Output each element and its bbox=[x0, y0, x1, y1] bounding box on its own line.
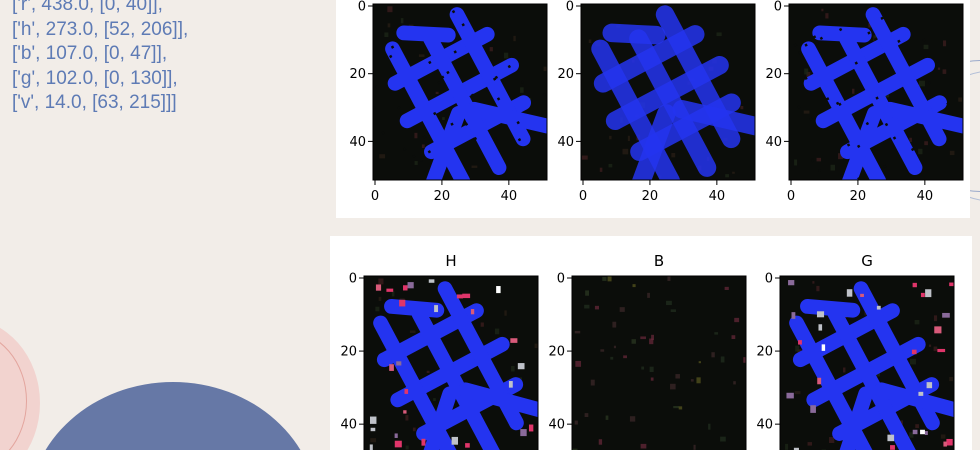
image-frame bbox=[363, 275, 539, 450]
image-frame bbox=[571, 275, 747, 450]
code-line: ['v', 14.0, [63, 215]]] bbox=[12, 92, 177, 114]
subplot-title: B bbox=[654, 252, 664, 270]
y-tick-label: 0 bbox=[774, 0, 782, 15]
x-tick-label: 40 bbox=[501, 189, 518, 204]
x-tick-label: 20 bbox=[642, 189, 659, 204]
y-tick-label: 40 bbox=[548, 418, 565, 433]
image-subplot: H 0 20 40 bbox=[340, 252, 539, 450]
top-figure: 0 20 40 0 20 40 0 20 40 0 20 40 0 20 40 0 20 40 bbox=[336, 0, 970, 218]
y-tick-label: 20 bbox=[557, 67, 574, 82]
bottom-figure-canvas: H 0 20 40 B 0 20 40 G 0 20 40 bbox=[340, 252, 955, 450]
top-figure-canvas: 0 20 40 0 20 40 0 20 40 0 20 40 0 20 40 0 20 40 bbox=[349, 0, 964, 204]
y-tick-label: 40 bbox=[340, 418, 357, 433]
x-tick-label: 40 bbox=[709, 189, 726, 204]
x-tick-label: 20 bbox=[850, 189, 867, 204]
subplot-title: H bbox=[445, 252, 456, 270]
x-tick-label: 0 bbox=[787, 189, 795, 204]
blue-circle-decoration bbox=[28, 382, 318, 450]
image-subplot: G 0 20 40 bbox=[756, 252, 955, 450]
y-tick-label: 40 bbox=[756, 418, 773, 433]
x-tick-label: 40 bbox=[917, 189, 934, 204]
y-tick-label: 0 bbox=[349, 272, 357, 287]
code-line: ['h', 273.0, [52, 206]], bbox=[12, 18, 189, 40]
bottom-figure: H 0 20 40 B 0 20 40 G 0 20 40 bbox=[330, 236, 972, 450]
glyph-shape bbox=[793, 7, 963, 180]
y-tick-label: 40 bbox=[349, 135, 366, 150]
image-frame bbox=[779, 275, 955, 450]
code-line: ['r', 438.0, [0, 40]], bbox=[12, 0, 163, 15]
code-line: ['b', 107.0, [0, 47]], bbox=[12, 43, 168, 65]
y-tick-label: 0 bbox=[557, 272, 565, 287]
image-subplot: 0 20 40 0 20 40 bbox=[765, 0, 964, 204]
code-line: ['g', 102.0, [0, 130]], bbox=[12, 67, 178, 89]
code-output-text: ['r', 438.0, [0, 40]], ['h', 273.0, [52, … bbox=[12, 0, 188, 116]
glyph-shape bbox=[373, 281, 538, 450]
glyph-shape bbox=[789, 281, 954, 450]
y-tick-label: 0 bbox=[765, 272, 773, 287]
y-tick-label: 40 bbox=[557, 135, 574, 150]
y-tick-label: 20 bbox=[756, 345, 773, 360]
image-subplot: B 0 20 40 bbox=[548, 252, 747, 450]
y-tick-label: 0 bbox=[358, 0, 366, 15]
y-tick-label: 20 bbox=[765, 67, 782, 82]
glyph-shape bbox=[373, 7, 547, 180]
image-subplot: 0 20 40 0 20 40 bbox=[349, 0, 548, 204]
x-tick-label: 0 bbox=[371, 189, 379, 204]
x-tick-label: 20 bbox=[434, 189, 451, 204]
image-background bbox=[572, 276, 746, 450]
image-frame bbox=[372, 3, 548, 181]
x-tick-label: 0 bbox=[579, 189, 587, 204]
y-tick-label: 40 bbox=[765, 135, 782, 150]
y-tick-label: 20 bbox=[349, 67, 366, 82]
subplot-title: G bbox=[861, 252, 873, 270]
y-tick-label: 0 bbox=[566, 0, 574, 15]
y-tick-label: 20 bbox=[340, 345, 357, 360]
glyph-shape bbox=[591, 5, 755, 180]
image-subplot: 0 20 40 0 20 40 bbox=[557, 0, 756, 204]
image-frame bbox=[788, 3, 964, 181]
y-tick-label: 20 bbox=[548, 345, 565, 360]
image-frame bbox=[580, 3, 756, 181]
